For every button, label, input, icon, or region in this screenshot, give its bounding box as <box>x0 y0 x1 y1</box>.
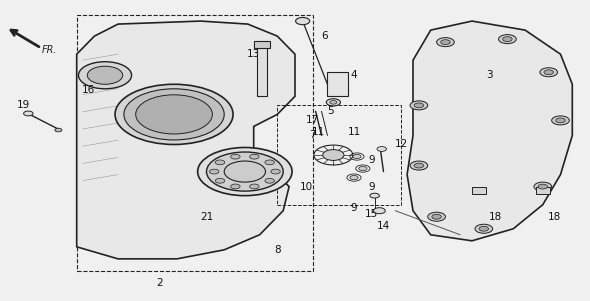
Circle shape <box>78 62 132 89</box>
Circle shape <box>544 70 553 75</box>
Circle shape <box>24 111 33 116</box>
Circle shape <box>414 163 424 168</box>
Circle shape <box>437 38 454 47</box>
Text: 14: 14 <box>377 221 390 231</box>
Circle shape <box>250 154 259 159</box>
Text: 15: 15 <box>365 209 378 219</box>
Circle shape <box>359 166 367 171</box>
Circle shape <box>410 161 428 170</box>
Circle shape <box>296 17 310 25</box>
Text: 11: 11 <box>312 127 325 138</box>
Circle shape <box>538 184 548 189</box>
Text: FR.: FR. <box>41 45 57 55</box>
Text: 9: 9 <box>368 182 375 192</box>
Circle shape <box>206 152 283 191</box>
Bar <box>254 41 270 48</box>
Circle shape <box>124 89 224 140</box>
Circle shape <box>499 35 516 44</box>
Circle shape <box>534 182 552 191</box>
Text: 17: 17 <box>306 115 319 126</box>
Circle shape <box>209 169 219 174</box>
Circle shape <box>414 103 424 108</box>
Circle shape <box>370 193 379 198</box>
Circle shape <box>350 175 358 180</box>
Circle shape <box>87 66 123 84</box>
Circle shape <box>198 147 292 196</box>
Circle shape <box>136 95 212 134</box>
Text: 21: 21 <box>200 212 213 222</box>
Circle shape <box>475 224 493 233</box>
Circle shape <box>326 99 340 106</box>
Text: 4: 4 <box>350 70 358 80</box>
Circle shape <box>479 226 489 231</box>
Text: 2: 2 <box>156 278 163 288</box>
Text: 6: 6 <box>321 31 328 41</box>
Circle shape <box>271 169 280 174</box>
Circle shape <box>231 184 240 189</box>
Circle shape <box>428 212 445 221</box>
Circle shape <box>55 128 62 132</box>
Circle shape <box>231 154 240 159</box>
Circle shape <box>265 178 274 183</box>
Circle shape <box>556 118 565 123</box>
Text: 9: 9 <box>350 203 358 213</box>
Circle shape <box>115 84 233 144</box>
Bar <box>327 72 348 96</box>
Bar <box>77 15 313 271</box>
Polygon shape <box>77 21 295 259</box>
Circle shape <box>215 178 225 183</box>
Circle shape <box>250 184 259 189</box>
Circle shape <box>377 147 386 151</box>
Circle shape <box>224 161 266 182</box>
Text: 18: 18 <box>489 212 502 222</box>
Circle shape <box>552 116 569 125</box>
Text: 13: 13 <box>247 49 260 59</box>
Circle shape <box>410 101 428 110</box>
Text: 7: 7 <box>309 130 316 141</box>
Circle shape <box>353 154 361 159</box>
Bar <box>536 187 550 194</box>
Circle shape <box>265 160 274 165</box>
Circle shape <box>373 208 385 214</box>
Text: 12: 12 <box>395 139 408 150</box>
Polygon shape <box>407 21 572 241</box>
Bar <box>472 187 486 194</box>
Text: 16: 16 <box>82 85 95 95</box>
Text: 5: 5 <box>327 106 334 116</box>
Circle shape <box>503 37 512 42</box>
Text: 8: 8 <box>274 245 281 255</box>
Bar <box>277 105 401 205</box>
Circle shape <box>330 101 337 104</box>
Text: 19: 19 <box>17 100 30 110</box>
Text: 9: 9 <box>368 154 375 165</box>
Text: 20: 20 <box>230 182 242 192</box>
Circle shape <box>540 68 558 77</box>
Circle shape <box>441 40 450 45</box>
Circle shape <box>323 150 344 160</box>
Bar <box>257 45 267 96</box>
Circle shape <box>432 214 441 219</box>
Text: 10: 10 <box>300 182 313 192</box>
Text: 18: 18 <box>548 212 561 222</box>
Text: 11: 11 <box>348 127 360 138</box>
Text: 3: 3 <box>486 70 493 80</box>
Circle shape <box>215 160 225 165</box>
